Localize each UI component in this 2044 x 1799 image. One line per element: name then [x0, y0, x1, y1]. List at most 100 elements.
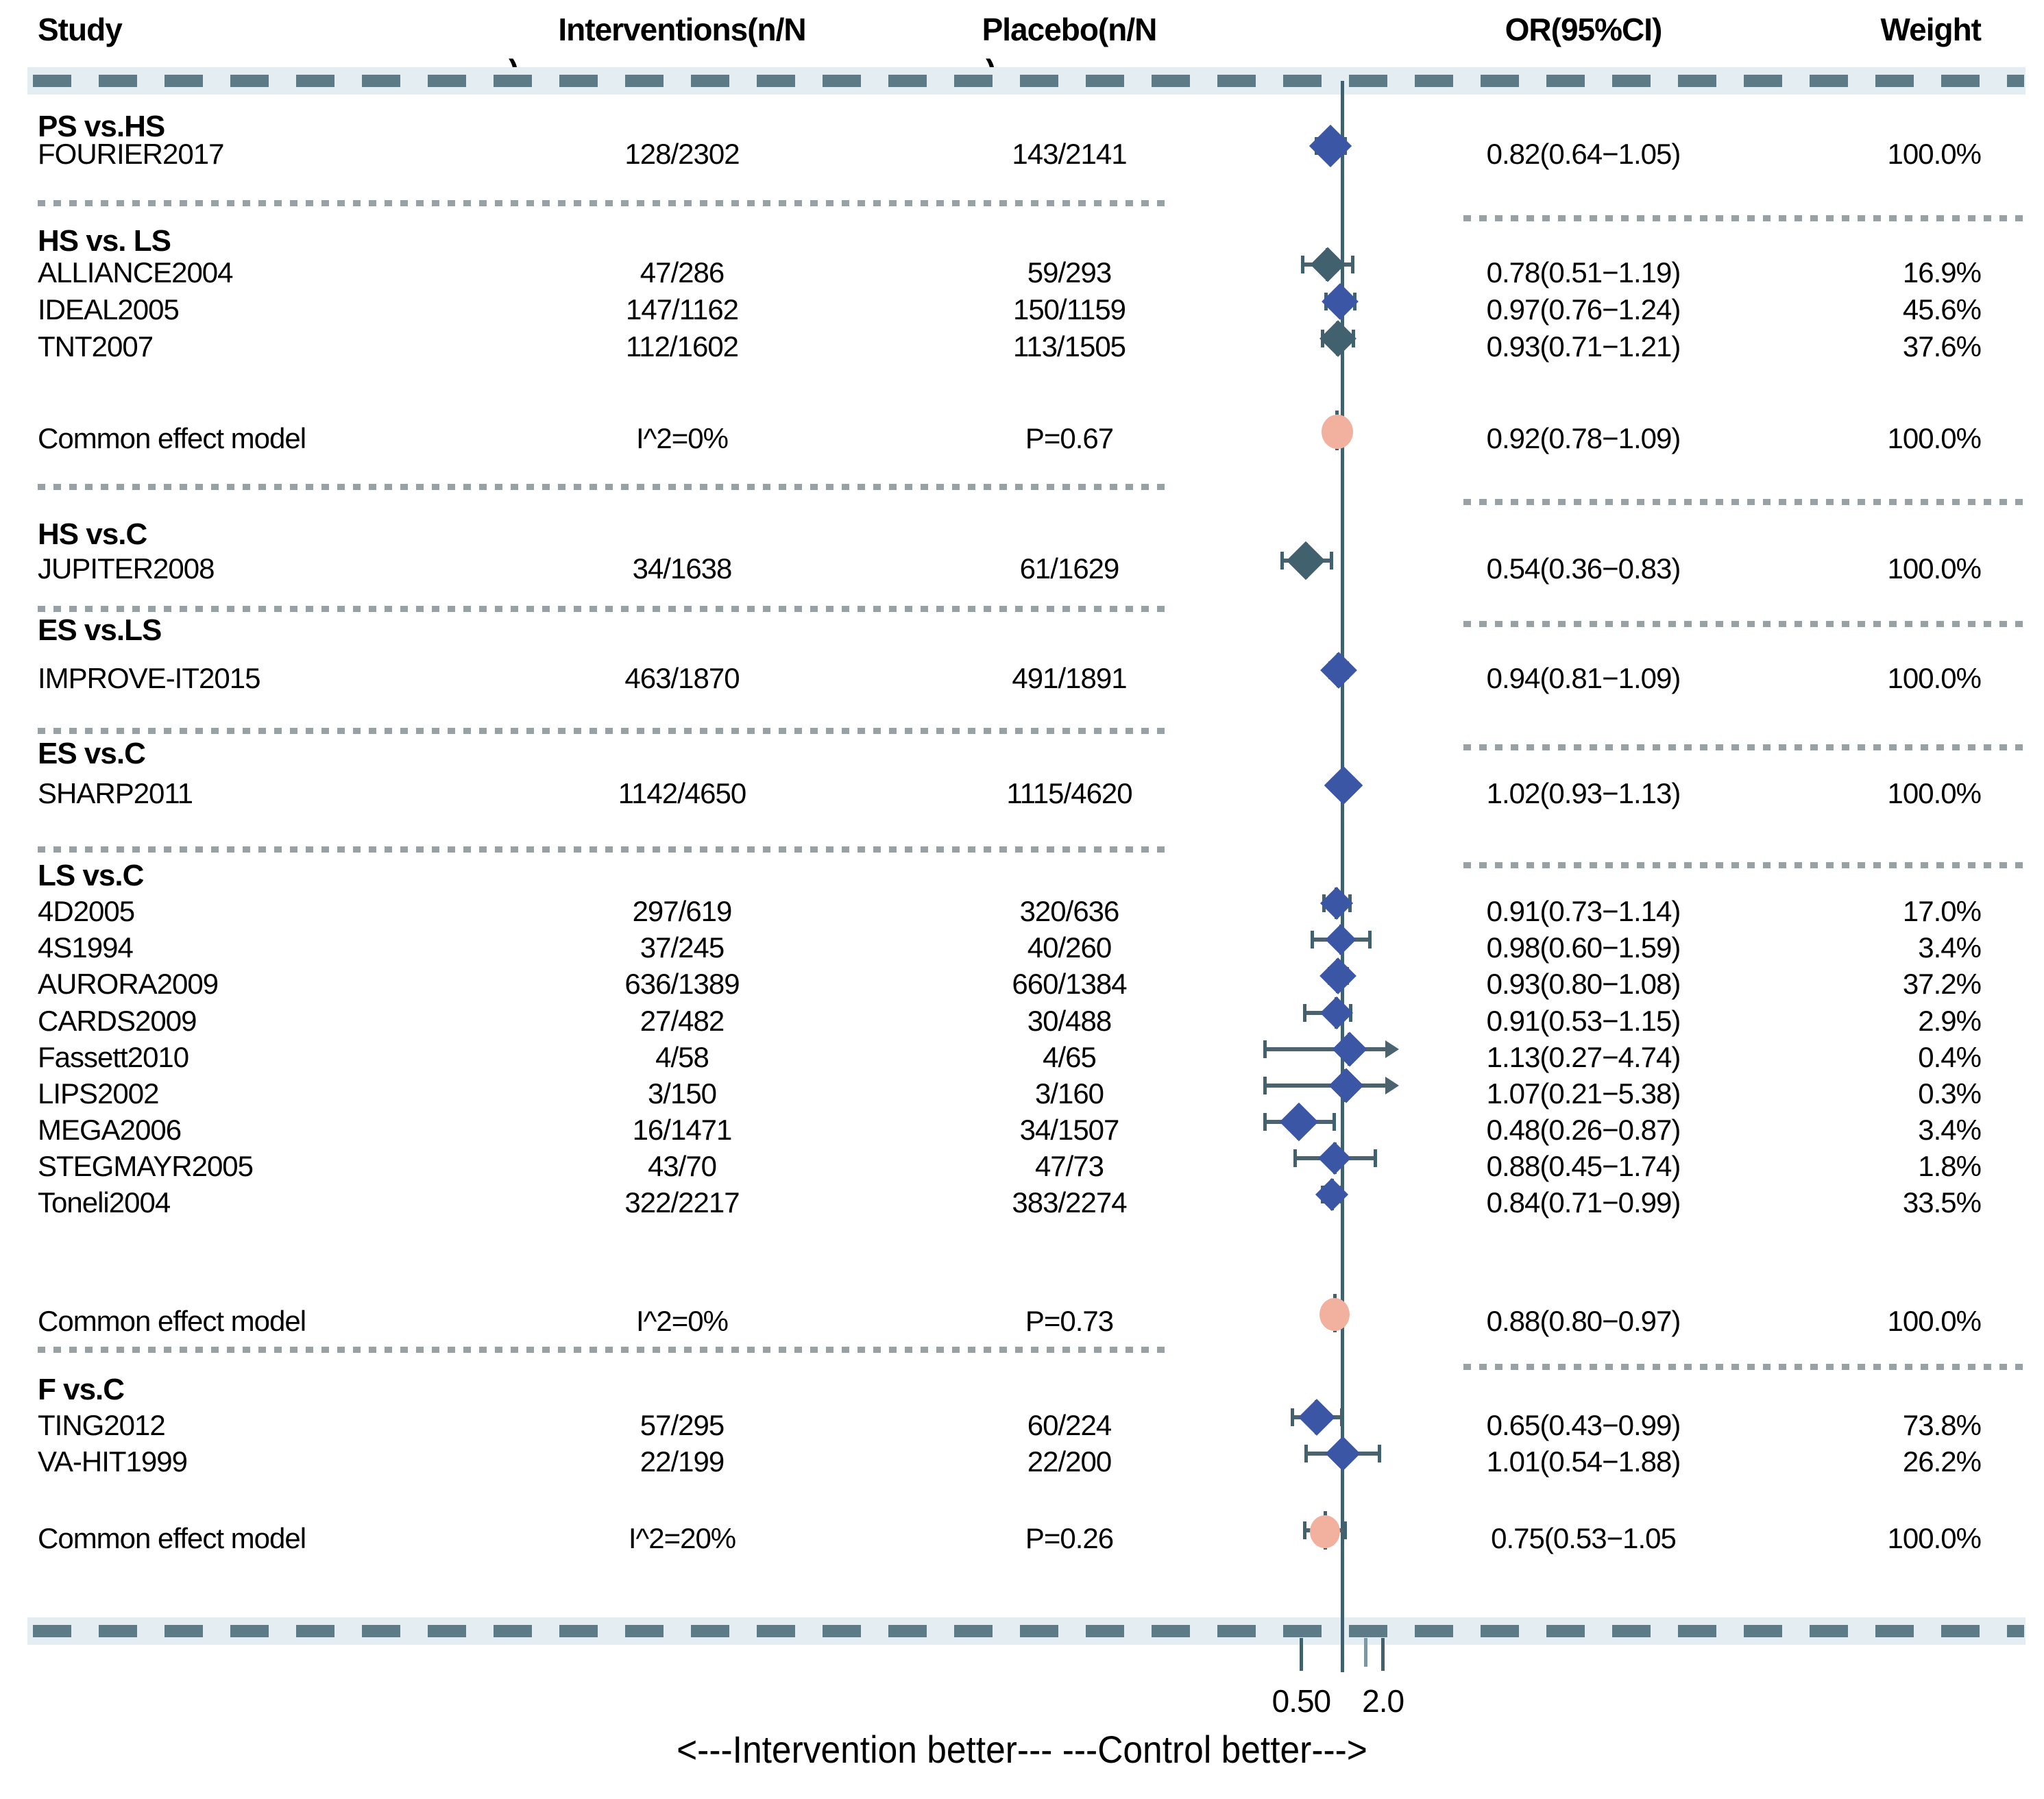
- group-label: HS vs. LS: [38, 224, 171, 258]
- interventions-n-N: 16/1471: [632, 1114, 733, 1146]
- study-name: IMPROVE-IT2015: [38, 662, 260, 694]
- section-separator-right: [1463, 862, 2025, 868]
- or-ci-value: 0.54(0.36−0.83): [1486, 552, 1681, 585]
- or-ci-value: 1.13(0.27−4.74): [1486, 1041, 1681, 1073]
- placebo-n-N: 150/1159: [1012, 293, 1126, 326]
- placebo-n-N: 660/1384: [1012, 968, 1127, 1000]
- placebo-n-N: 59/293: [1027, 256, 1112, 289]
- group-label: ES vs.LS: [38, 613, 162, 647]
- interventions-n-N: 128/2302: [624, 138, 740, 170]
- summary-i2-value: I^2=20%: [628, 1522, 736, 1554]
- study-name: VA-HIT1999: [38, 1445, 188, 1478]
- placebo-n-N: 1115/4620: [1006, 777, 1132, 809]
- ci-whisker: [1265, 1084, 1388, 1088]
- section-separator-left: [38, 1347, 1165, 1353]
- or-ci-value: 0.91(0.53−1.15): [1486, 1005, 1681, 1037]
- bottom-border-dashed-line: [33, 1625, 2024, 1637]
- weight-value: 100.0%: [1887, 1305, 1982, 1337]
- interventions-n-N: 297/619: [632, 895, 733, 927]
- study-effect-marker: [1319, 957, 1356, 994]
- ci-cap-right: [1329, 552, 1333, 570]
- axis-caption: <---Intervention better--- ---Control be…: [677, 1728, 1367, 1771]
- study-effect-marker: [1324, 766, 1363, 805]
- weight-value: 45.6%: [1902, 293, 1982, 326]
- group-label: F vs.C: [38, 1373, 125, 1406]
- weight-value: 2.9%: [1918, 1005, 1982, 1037]
- placebo-n-N: 22/200: [1027, 1445, 1112, 1478]
- study-effect-marker: [1279, 1102, 1319, 1142]
- study-name: TNT2007: [38, 330, 154, 363]
- weight-value: 37.2%: [1902, 968, 1982, 1000]
- study-name: TING2012: [38, 1409, 166, 1441]
- or-ci-value: 0.94(0.81−1.09): [1486, 662, 1681, 694]
- weight-value: 100.0%: [1887, 1522, 1982, 1554]
- weight-value: 37.6%: [1902, 330, 1982, 363]
- weight-value: 100.0%: [1887, 422, 1982, 454]
- placebo-n-N: 113/1505: [1012, 330, 1126, 363]
- axis-tick: [1364, 1638, 1368, 1667]
- weight-value: 100.0%: [1887, 662, 1982, 694]
- section-separator-right: [1463, 215, 2025, 221]
- weight-value: 16.9%: [1902, 256, 1982, 289]
- ci-cap-right: [1343, 1521, 1348, 1539]
- interventions-n-N: 57/295: [640, 1409, 725, 1441]
- ci-cap-left: [1311, 931, 1315, 949]
- or-ci-value: 0.84(0.71−0.99): [1486, 1186, 1681, 1219]
- study-effect-marker: [1319, 996, 1353, 1030]
- or-ci-value: 0.78(0.51−1.19): [1486, 256, 1681, 289]
- section-separator-left: [38, 846, 1165, 853]
- placebo-n-N: 60/224: [1027, 1409, 1112, 1441]
- section-separator-right: [1463, 1364, 2025, 1370]
- study-effect-marker: [1310, 247, 1346, 282]
- or-ci-value: 0.91(0.73−1.14): [1486, 895, 1681, 927]
- weight-value: 33.5%: [1902, 1186, 1982, 1219]
- ci-cap-right: [1350, 256, 1354, 273]
- study-effect-marker: [1325, 1436, 1361, 1471]
- column-header-or: OR(95%CI): [1505, 12, 1663, 47]
- weight-value: 26.2%: [1902, 1445, 1982, 1478]
- placebo-n-N: 143/2141: [1012, 138, 1127, 170]
- weight-value: 0.4%: [1918, 1041, 1982, 1073]
- weight-value: 100.0%: [1887, 552, 1982, 585]
- or-ci-value: 0.92(0.78−1.09): [1486, 422, 1681, 454]
- summary-i2-value: I^2=0%: [636, 1305, 729, 1337]
- or-ci-value: 0.88(0.80−0.97): [1486, 1305, 1681, 1337]
- ci-cap-left: [1301, 256, 1305, 273]
- or-ci-value: 0.93(0.71−1.21): [1486, 330, 1681, 363]
- ci-cap-right: [1378, 1445, 1382, 1463]
- axis-tick-label: 2.0: [1362, 1683, 1404, 1719]
- study-name: LIPS2002: [38, 1077, 159, 1110]
- or-ci-value: 0.97(0.76−1.24): [1486, 293, 1681, 326]
- interventions-n-N: 463/1870: [624, 662, 740, 694]
- summary-effect-marker: [1319, 1298, 1350, 1331]
- or-ci-value: 0.93(0.80−1.08): [1486, 968, 1681, 1000]
- ci-arrow-right: [1385, 1077, 1400, 1094]
- column-header-study: Study: [38, 12, 123, 47]
- summary-p-value: P=0.73: [1025, 1305, 1114, 1337]
- ci-whisker: [1265, 1047, 1388, 1051]
- section-separator-left: [38, 484, 1165, 490]
- interventions-n-N: 22/199: [640, 1445, 725, 1478]
- study-effect-marker: [1298, 1399, 1335, 1436]
- summary-effect-marker: [1321, 415, 1353, 449]
- section-separator-left: [38, 606, 1165, 612]
- or-ci-value: 0.65(0.43−0.99): [1486, 1409, 1681, 1441]
- column-header-placebo: Placebo(n/N: [982, 12, 1158, 47]
- ci-cap-right: [1333, 1113, 1337, 1131]
- placebo-n-N: 4/65: [1043, 1041, 1097, 1073]
- study-effect-marker: [1328, 1068, 1364, 1103]
- study-effect-marker: [1332, 1031, 1367, 1067]
- summary-row-label: Common effect model: [38, 1522, 306, 1554]
- section-separator-left: [38, 200, 1165, 206]
- weight-value: 3.4%: [1918, 1114, 1982, 1146]
- interventions-n-N: 112/1602: [625, 330, 739, 363]
- study-name: STEGMAYR2005: [38, 1150, 254, 1182]
- ci-cap-left: [1263, 1040, 1267, 1058]
- ci-cap-right: [1340, 1408, 1344, 1426]
- summary-row-label: Common effect model: [38, 1305, 306, 1337]
- ci-cap-left: [1263, 1077, 1267, 1094]
- placebo-n-N: 30/488: [1027, 1005, 1112, 1037]
- axis-tick: [1381, 1638, 1385, 1671]
- weight-value: 3.4%: [1918, 931, 1982, 964]
- weight-value: 1.8%: [1918, 1150, 1982, 1182]
